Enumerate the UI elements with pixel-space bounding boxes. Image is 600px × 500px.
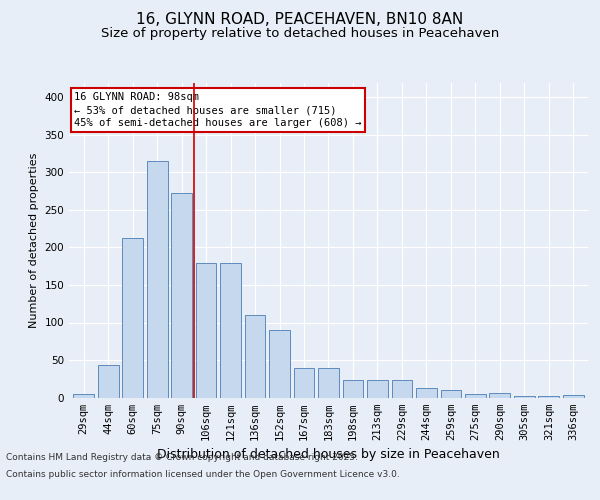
X-axis label: Distribution of detached houses by size in Peacehaven: Distribution of detached houses by size …	[157, 448, 500, 461]
Bar	[196, 263, 217, 398]
Bar	[98, 365, 119, 398]
Text: Contains public sector information licensed under the Open Government Licence v3: Contains public sector information licen…	[6, 470, 400, 479]
Bar	[538, 396, 559, 398]
Bar	[416, 388, 437, 398]
Bar	[147, 161, 167, 398]
Y-axis label: Number of detached properties: Number of detached properties	[29, 152, 39, 328]
Text: Size of property relative to detached houses in Peacehaven: Size of property relative to detached ho…	[101, 28, 499, 40]
Bar	[514, 396, 535, 398]
Bar	[343, 380, 364, 398]
Bar	[171, 194, 192, 398]
Bar	[465, 394, 486, 398]
Bar	[269, 330, 290, 398]
Bar	[73, 394, 94, 398]
Bar	[122, 238, 143, 398]
Bar	[563, 394, 584, 398]
Bar	[490, 393, 510, 398]
Bar	[440, 390, 461, 398]
Bar	[220, 263, 241, 398]
Bar	[392, 380, 412, 398]
Text: Contains HM Land Registry data © Crown copyright and database right 2025.: Contains HM Land Registry data © Crown c…	[6, 452, 358, 462]
Bar	[318, 368, 339, 398]
Bar	[245, 315, 265, 398]
Bar	[367, 380, 388, 398]
Text: 16 GLYNN ROAD: 98sqm
← 53% of detached houses are smaller (715)
45% of semi-deta: 16 GLYNN ROAD: 98sqm ← 53% of detached h…	[74, 92, 362, 128]
Text: 16, GLYNN ROAD, PEACEHAVEN, BN10 8AN: 16, GLYNN ROAD, PEACEHAVEN, BN10 8AN	[136, 12, 464, 28]
Bar	[293, 368, 314, 398]
